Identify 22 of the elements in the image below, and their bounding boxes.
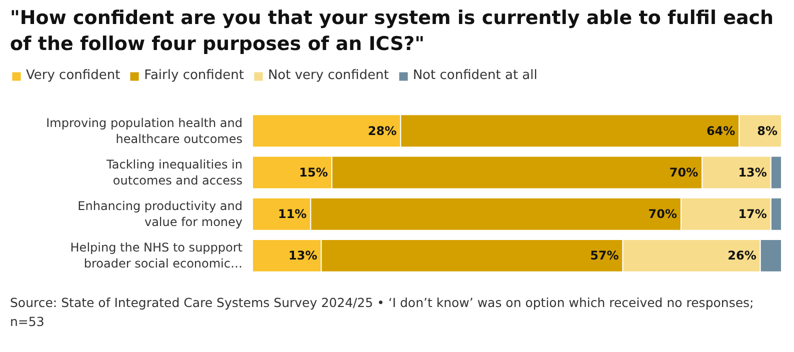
- legend-label: Not confident at all: [412, 68, 538, 83]
- legend-label: Very confident: [26, 68, 120, 83]
- legend-label: Fairly confident: [144, 68, 244, 83]
- data-label: 8%: [757, 124, 778, 138]
- y-tick-label: Helping the NHS to suppport broader social economic…: [70, 240, 243, 271]
- data-label: 11%: [278, 207, 307, 222]
- source-note: Source: State of Integrated Care Systems Survey 2024/25 • ‘I don’t know’ was on option which received no responses; n=53: [10, 294, 755, 331]
- y-tick-label: Improving population health and healthcare outcomes: [46, 116, 243, 146]
- data-label: 64%: [706, 124, 736, 138]
- data-label: 13%: [288, 248, 318, 263]
- data-label: 15%: [299, 166, 328, 180]
- data-label: 17%: [738, 207, 767, 222]
- data-label: 70%: [648, 207, 677, 222]
- data-label: 13%: [738, 166, 767, 180]
- data-label: 28%: [368, 124, 397, 138]
- data-label: 70%: [669, 166, 698, 180]
- y-tick-label: Tackling inequalities in outcomes and access: [106, 157, 243, 188]
- data-label: 57%: [590, 248, 619, 263]
- data-label: 26%: [728, 248, 756, 263]
- legend-label: Not very confident: [268, 68, 389, 83]
- y-tick-label: Enhancing productivity and value for money: [78, 199, 243, 230]
- chart-title: "How confident are you that your system is currently able to fulfil each of the follow four purposes of an ICS?": [10, 6, 775, 57]
